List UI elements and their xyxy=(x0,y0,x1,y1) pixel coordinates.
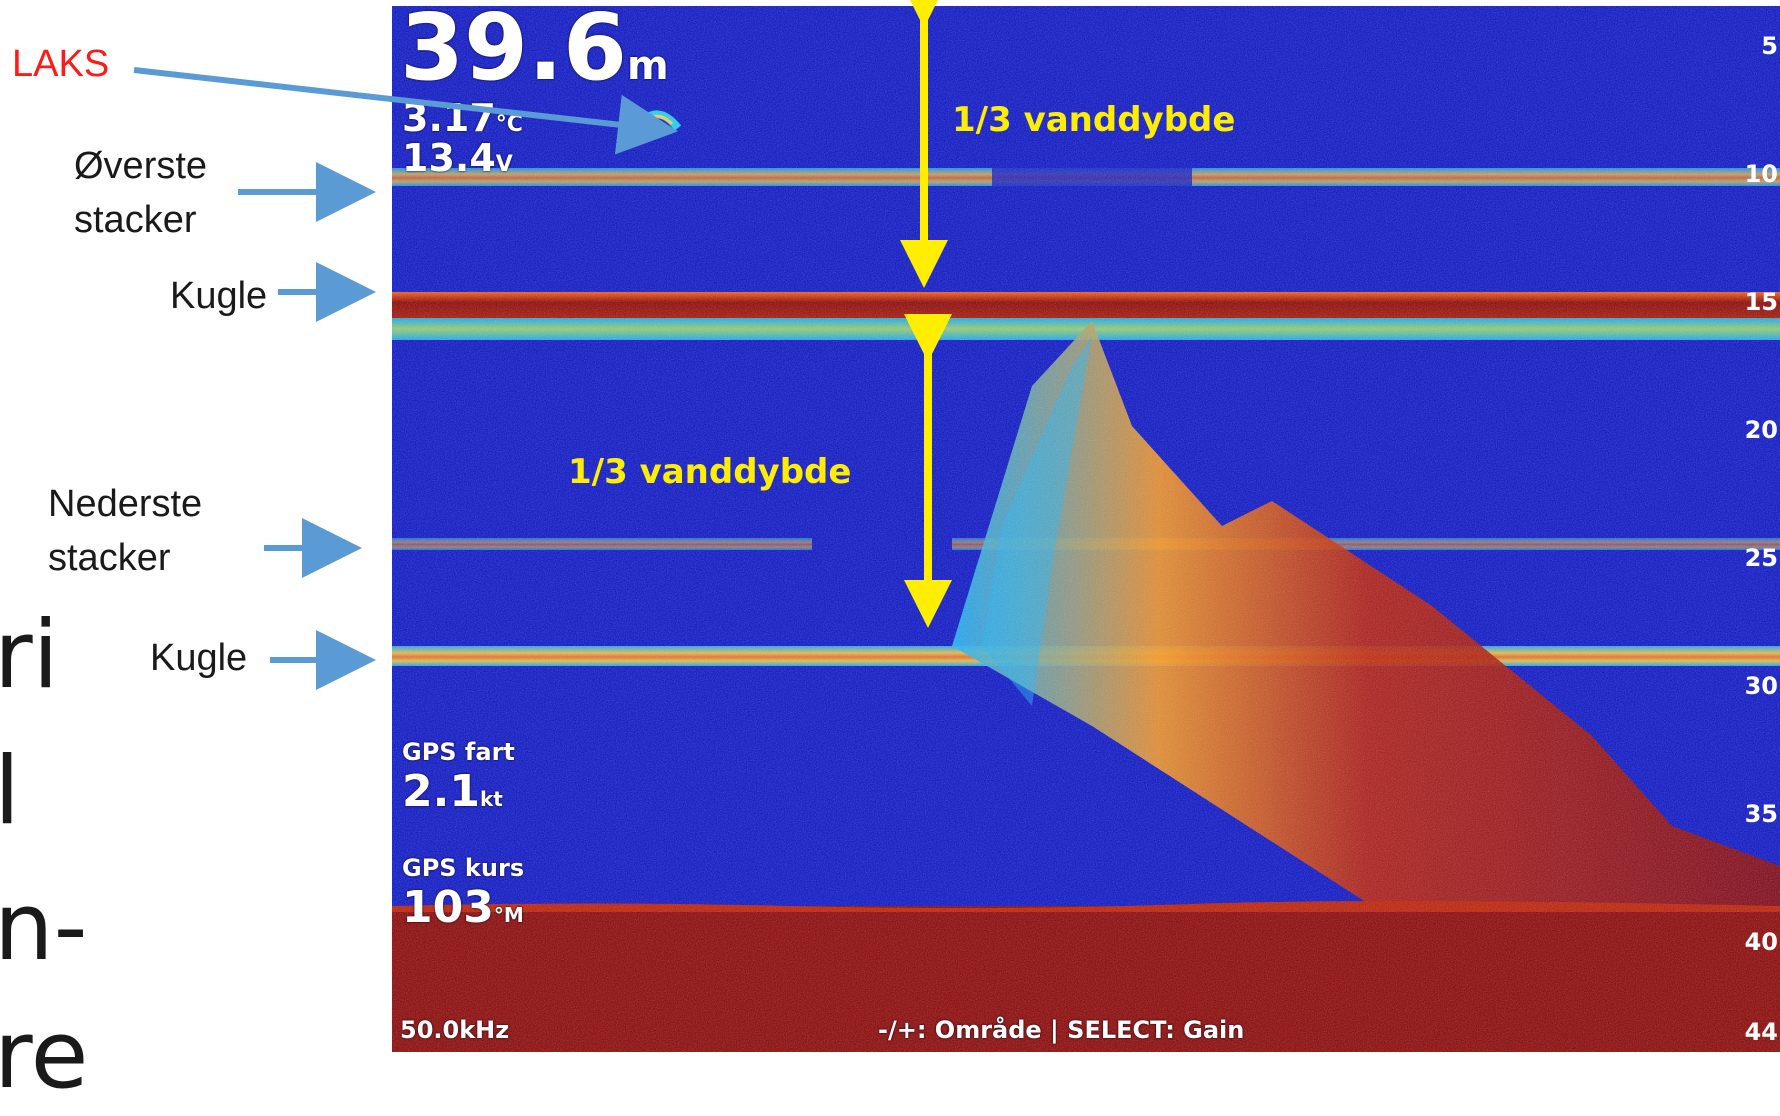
depth-scale-tick: 30 xyxy=(1744,672,1778,700)
nederste-label-line2: stacker xyxy=(48,537,171,579)
gps-course-label: GPS kurs xyxy=(402,854,525,882)
voltage-readout: 13.4V xyxy=(402,136,513,180)
sonar-echogram xyxy=(392,110,1780,1052)
slide-text-fragment: n- xyxy=(0,873,88,982)
gps-course-unit: °M xyxy=(493,903,524,927)
gps-speed-label: GPS fart xyxy=(402,738,515,766)
frequency-readout: 50.0kHz xyxy=(400,1016,510,1044)
depth-scale-tick: 35 xyxy=(1744,800,1778,828)
voltage-unit: V xyxy=(495,152,513,177)
depth-scale-tick: 40 xyxy=(1744,928,1778,956)
depth-scale-tick: 20 xyxy=(1744,416,1778,444)
annotation-panel: LAKS Øverste stacker Kugle Nederste stac… xyxy=(0,0,392,1110)
third-depth-label-bottom: 1/3 vanddybde xyxy=(568,452,852,492)
depth-scale-tick: 25 xyxy=(1744,544,1778,572)
gps-speed-value: 2.1 xyxy=(402,766,480,817)
laks-label: LAKS xyxy=(12,43,110,85)
gps-speed-readout: 2.1kt xyxy=(402,766,503,817)
depth-scale-tick: 44 xyxy=(1744,1018,1778,1046)
voltage-value: 13.4 xyxy=(402,136,496,180)
kugle-bottom-label: Kugle xyxy=(150,637,248,679)
temperature-value: 3.17 xyxy=(402,96,496,140)
slide-text-fragment: re xyxy=(0,1001,89,1110)
gps-speed-unit: kt xyxy=(479,787,503,811)
slide-text-fragment: l xyxy=(0,737,21,846)
depth-readout: 39.6m xyxy=(400,6,669,101)
depth-scale-tick: 5 xyxy=(1761,32,1778,60)
gps-course-value: 103 xyxy=(402,882,494,933)
depth-scale-tick: 15 xyxy=(1744,288,1778,316)
depth-value: 39.6 xyxy=(400,6,627,101)
temperature-unit: °C xyxy=(495,112,523,137)
nederste-label-line1: Nederste xyxy=(48,483,203,525)
overste-label-line1: Øverste xyxy=(74,145,208,187)
gps-course-readout: 103°M xyxy=(402,882,524,933)
slide-text-fragment: ri xyxy=(0,601,59,710)
depth-unit: m xyxy=(627,43,669,89)
temperature-readout: 3.17°C xyxy=(402,96,523,140)
third-depth-label-top: 1/3 vanddybde xyxy=(952,100,1236,140)
control-help-text: -/+: Område | SELECT: Gain xyxy=(878,1016,1245,1044)
sonar-display: 39.6m 3.17°C 13.4V GPS fart 2.1kt GPS ku… xyxy=(392,6,1780,1052)
kugle-top-label: Kugle xyxy=(170,275,268,317)
overste-label-line2: stacker xyxy=(74,199,197,241)
depth-scale-tick: 10 xyxy=(1744,160,1778,188)
